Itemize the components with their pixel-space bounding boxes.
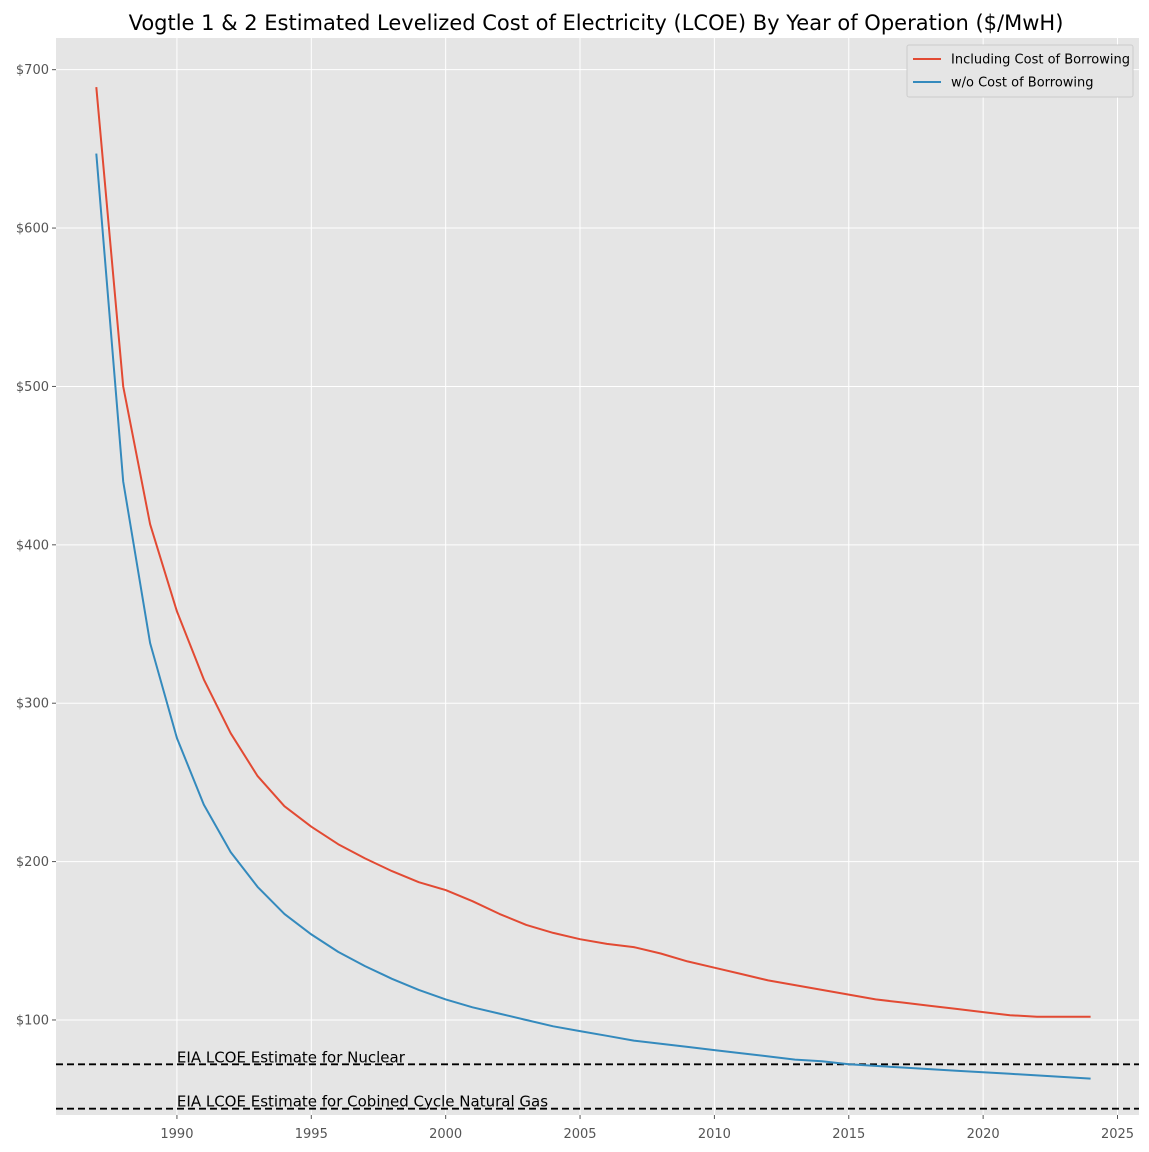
plot-background [56,38,1139,1115]
reference-line-label: EIA LCOE Estimate for Cobined Cycle Natu… [177,1093,548,1111]
x-tick-label: 2015 [832,1127,865,1142]
y-tick-label: $200 [16,855,49,870]
grid-lines [56,38,1139,1115]
series-line-1 [95,87,1091,1018]
legend-label: Including Cost of Borrowing [951,53,1130,68]
y-tick-label: $700 [16,63,49,78]
legend-label: w/o Cost of Borrowing [951,76,1094,91]
x-tick-label: 1995 [295,1127,328,1142]
series-lines [95,87,1091,1080]
y-tick-label: $100 [16,1013,49,1028]
y-tick-label: $300 [16,697,49,712]
legend: Including Cost of Borrowing w/o Cost of B… [906,44,1134,98]
y-axis-ticks: $100 $200 $300 $400 $500 $600 $700 [16,63,56,1028]
x-tick-label: 2000 [429,1127,462,1142]
x-tick-label: 2025 [1101,1127,1134,1142]
x-tick-label: 2005 [563,1127,596,1142]
legend-box [906,44,1134,98]
x-tick-label: 2010 [698,1127,731,1142]
reference-line-label: EIA LCOE Estimate for Nuclear [177,1048,406,1066]
y-tick-label: $500 [16,380,49,395]
x-axis-ticks: 1990 1995 2000 2005 2010 2015 2020 2025 [160,1115,1134,1142]
reference-lines: EIA LCOE Estimate for Nuclear EIA LCOE Es… [56,1048,1139,1111]
series-line-2 [95,153,1091,1080]
x-tick-label: 2020 [967,1127,1000,1142]
y-tick-label: $600 [16,222,49,237]
y-tick-label: $400 [16,538,49,553]
chart-title: Vogtle 1 & 2 Estimated Levelized Cost of… [129,11,1064,35]
x-tick-label: 1990 [160,1127,193,1142]
